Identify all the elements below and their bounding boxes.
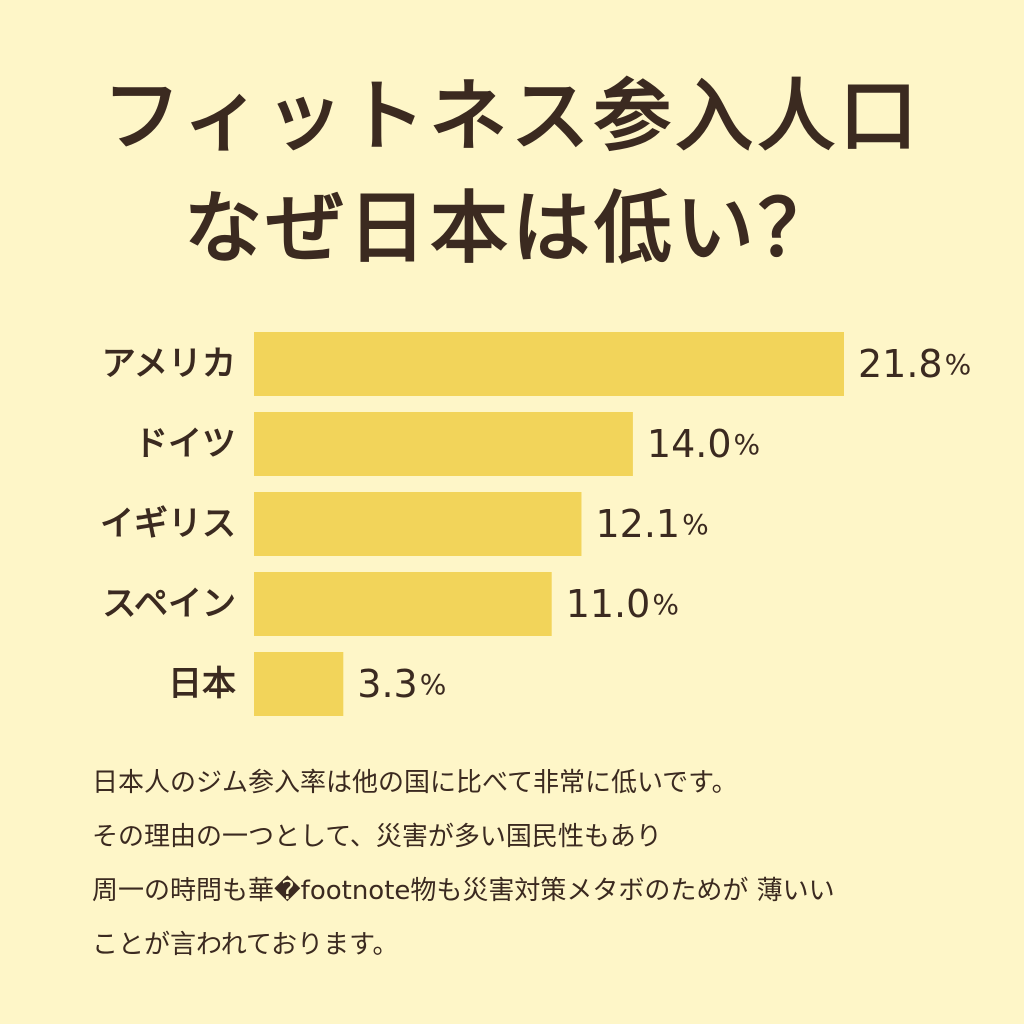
category-label: スペイン (102, 584, 236, 624)
bar-chart: アメリカ 21.8% ドイツ 14.0% イギリス 12.1% スペイン 11.0% 日本 3.3… (100, 332, 971, 716)
value-label: 21.8% (858, 342, 971, 386)
description-line-3: 周一の時問も華�footnote物も災害対策メタボのためが 薄いい (92, 876, 835, 906)
description-line-4: ことが言われております。 (92, 930, 399, 960)
bar (254, 652, 344, 716)
bar (254, 572, 552, 636)
value-number: 12.1 (595, 502, 680, 546)
description-line-2: その理由の一つとして、災害が多い国民性もあり (92, 822, 662, 852)
value-number: 3.3 (357, 662, 417, 706)
value-label: 3.3% (357, 662, 446, 706)
value-label: 14.0% (647, 422, 760, 466)
bar (254, 412, 633, 476)
value-unit: % (945, 348, 972, 381)
value-unit: % (734, 428, 761, 461)
category-label: 日本 (168, 664, 236, 704)
value-number: 11.0 (566, 582, 651, 626)
value-unit: % (652, 588, 679, 621)
value-label: 11.0% (566, 582, 679, 626)
bar (254, 332, 844, 396)
title-line-2: なぜ日本は低い？ (183, 184, 840, 274)
category-label: ドイツ (134, 424, 236, 464)
category-label: イギリス (100, 504, 236, 544)
value-label: 12.1% (595, 502, 708, 546)
bar (254, 492, 582, 556)
category-label: アメリカ (102, 344, 236, 384)
title-line-1: フィットネス参入人口 (102, 72, 922, 162)
value-number: 14.0 (647, 422, 732, 466)
value-unit: % (420, 668, 447, 701)
description-line-1: 日本人のジム参入率は他の国に比べて非常に低いです。 (92, 768, 738, 798)
value-unit: % (682, 508, 709, 541)
value-number: 21.8 (858, 342, 943, 386)
